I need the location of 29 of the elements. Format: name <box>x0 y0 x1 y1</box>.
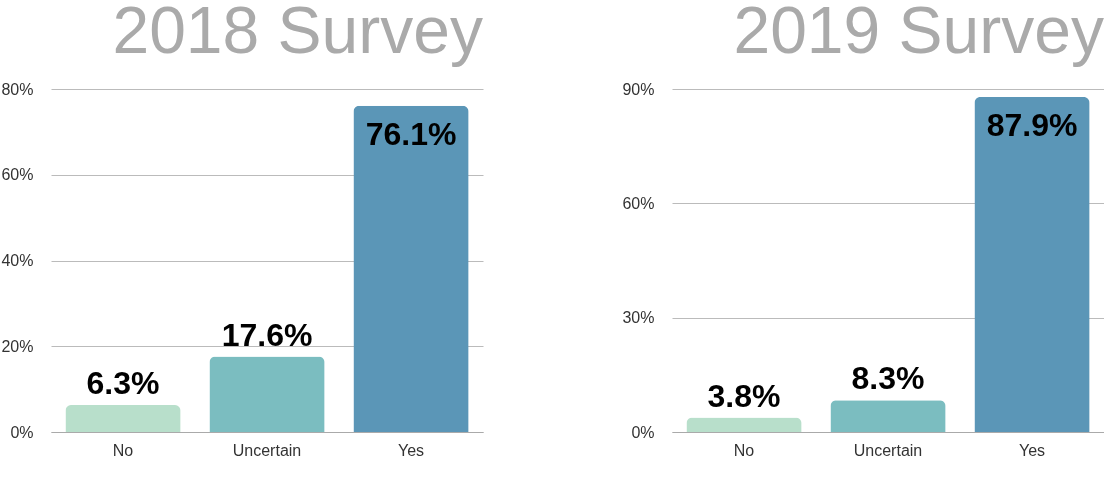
y-tick-label: 80% <box>1 80 34 98</box>
y-tick-label: 90% <box>622 80 655 98</box>
bar <box>974 97 1090 432</box>
chart-title: 2019 Survey <box>733 0 1104 67</box>
bar <box>353 105 469 432</box>
y-tick-label: 0% <box>631 423 655 441</box>
data-label: 76.1% <box>365 115 457 152</box>
x-tick-label: Yes <box>1018 441 1046 459</box>
data-label: 87.9% <box>986 107 1078 143</box>
y-tick-label: 0% <box>10 423 34 441</box>
x-tick-label: No <box>733 441 755 459</box>
x-tick-label: No <box>112 441 134 459</box>
chart-title: 2018 Survey <box>112 0 483 67</box>
y-tick-label: 20% <box>1 337 34 355</box>
bar <box>686 417 802 432</box>
data-label: 17.6% <box>221 316 313 353</box>
bar <box>65 404 181 432</box>
x-tick-label: Uncertain <box>232 441 302 459</box>
bar <box>209 356 325 432</box>
y-tick-label: 30% <box>622 309 655 327</box>
y-tick-label: 60% <box>1 166 34 184</box>
x-tick-label: Uncertain <box>853 441 923 459</box>
data-label: 6.3% <box>86 364 160 401</box>
bar <box>830 400 946 432</box>
x-tick-label: Yes <box>397 441 425 459</box>
y-tick-label: 60% <box>622 194 655 212</box>
data-label: 8.3% <box>851 360 925 397</box>
data-label: 3.8% <box>707 377 781 414</box>
y-tick-label: 40% <box>1 252 34 269</box>
